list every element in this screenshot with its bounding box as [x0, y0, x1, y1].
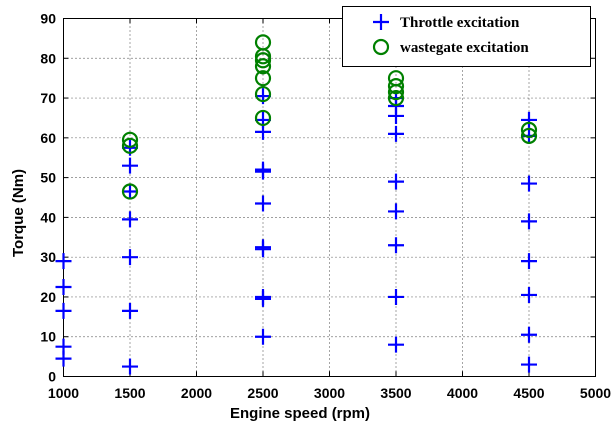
- data-point-plus: [122, 249, 138, 266]
- y-tick-label: 20: [40, 289, 56, 305]
- y-tick-label: 0: [48, 369, 56, 385]
- data-point-circle: [387, 89, 405, 107]
- data-point-plus: [521, 213, 537, 230]
- data-point-plus: [521, 175, 537, 192]
- grid: [63, 18, 596, 377]
- y-tick-label: 40: [40, 209, 56, 225]
- data-point-circle: [254, 58, 272, 75]
- data-point-plus: [521, 111, 537, 128]
- data-point-circle: [387, 70, 405, 87]
- y-axis-label: Torque (Nm): [10, 169, 27, 257]
- y-tick-labels: 0 10 20 30 40 50 60 70 80 90: [40, 11, 56, 385]
- data-point-plus: [521, 286, 537, 303]
- data-point-plus: [122, 211, 138, 228]
- data-point-plus: [55, 279, 72, 295]
- data-point-plus: [388, 288, 404, 305]
- y-tick-label: 50: [40, 170, 56, 186]
- data-point-plus: [521, 326, 537, 343]
- legend-label-throttle: Throttle excitation: [400, 15, 520, 31]
- y-tick-label: 90: [40, 11, 56, 27]
- legend-marker-circle: [372, 38, 390, 56]
- data-point-plus: [122, 183, 138, 200]
- x-tick-label: 3500: [380, 385, 411, 401]
- data-point-circle: [121, 131, 139, 148]
- data-point-plus: [521, 356, 537, 373]
- y-tick-label: 10: [40, 329, 56, 345]
- data-point-circle: [254, 70, 272, 87]
- y-tick-label: 70: [40, 90, 56, 106]
- data-point-plus: [55, 302, 72, 319]
- data-point-circle: [254, 34, 272, 51]
- x-tick-label: 2500: [247, 385, 278, 401]
- legend-marker-plus: [373, 14, 389, 30]
- x-tick-label: 1000: [48, 385, 79, 401]
- data-point-circle: [520, 121, 538, 138]
- legend-markers: [372, 14, 390, 56]
- legend-label-wastegate: wastegate excitation: [400, 40, 529, 56]
- data-point-plus: [521, 253, 537, 270]
- x-tick-label: 3000: [314, 385, 345, 401]
- x-tick-label: 4000: [447, 385, 478, 401]
- data-point-plus: [122, 157, 138, 174]
- x-tick-label: 2000: [181, 385, 212, 401]
- data-point-plus: [255, 328, 271, 345]
- data-point-plus: [388, 336, 404, 353]
- data-point-plus: [388, 203, 404, 220]
- data-point-plus: [255, 288, 271, 305]
- data-point-circle: [121, 137, 139, 154]
- data-point-plus: [388, 237, 404, 254]
- series-wastegate-excitation: [121, 34, 538, 200]
- y-tick-label: 60: [40, 130, 56, 146]
- data-point-plus: [122, 302, 138, 319]
- data-point-plus: [255, 161, 271, 178]
- data-point-plus: [388, 125, 404, 142]
- x-axis-label: Engine speed (rpm): [230, 405, 370, 422]
- data-point-plus: [388, 173, 404, 190]
- data-point-circle: [520, 127, 538, 144]
- data-point-plus: [55, 338, 72, 355]
- y-tick-label: 30: [40, 249, 56, 265]
- data-point-circle: [254, 85, 272, 103]
- legend: Throttle excitation wastegate excitation: [342, 6, 591, 67]
- data-point-circle: [254, 109, 272, 127]
- data-point-plus: [122, 358, 138, 375]
- x-tick-labels: 1000 1500 2000 2500 3000 3500 4000 4500 5000: [48, 385, 611, 401]
- data-point-plus: [55, 253, 72, 270]
- data-series: [55, 34, 538, 375]
- x-tick-label: 5000: [580, 385, 611, 401]
- x-tick-label: 4500: [513, 385, 544, 401]
- legend-box: [342, 6, 591, 67]
- y-tick-label: 80: [40, 50, 56, 66]
- data-point-plus: [255, 239, 271, 256]
- data-point-plus: [255, 195, 271, 212]
- x-tick-label: 1500: [114, 385, 145, 401]
- data-point-circle: [121, 183, 139, 200]
- data-point-circle: [387, 78, 405, 95]
